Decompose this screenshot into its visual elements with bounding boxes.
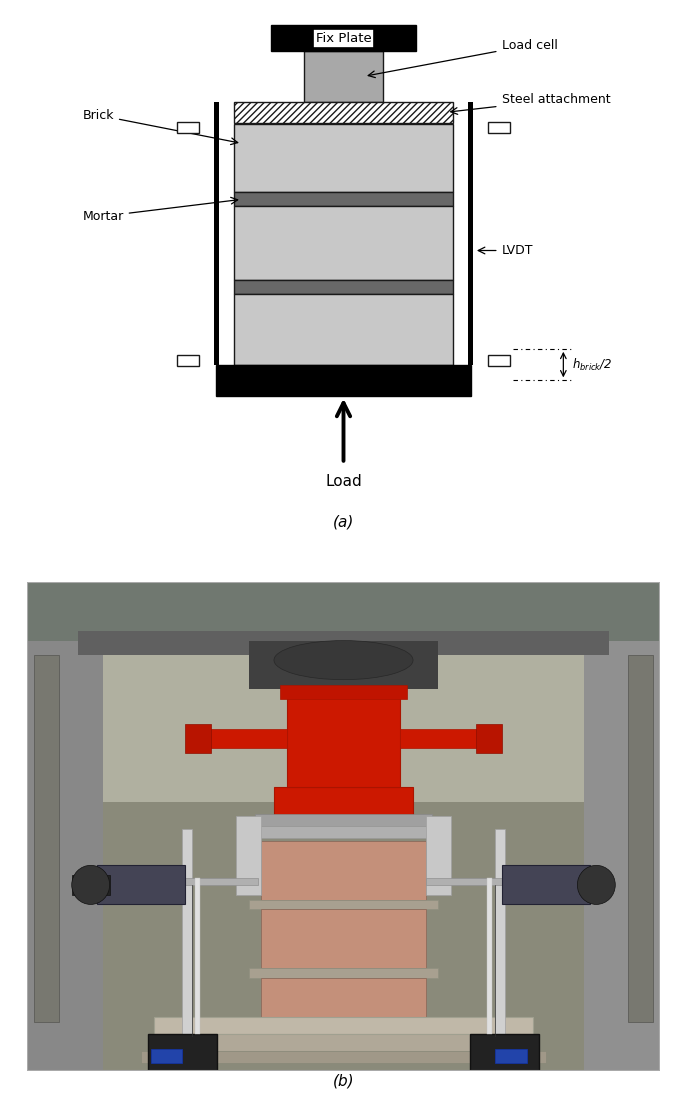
Bar xyxy=(401,729,489,748)
Text: Steel attachment: Steel attachment xyxy=(451,93,610,114)
Bar xyxy=(468,102,473,365)
Bar xyxy=(271,25,416,51)
Bar xyxy=(426,877,502,885)
Bar xyxy=(495,829,505,1034)
Text: $h_{brick}$/2: $h_{brick}$/2 xyxy=(572,357,612,372)
Bar xyxy=(286,690,401,787)
Text: Load: Load xyxy=(325,474,362,489)
Bar xyxy=(177,122,199,133)
Bar xyxy=(249,640,438,690)
Ellipse shape xyxy=(274,640,413,680)
Bar xyxy=(584,582,660,1071)
Bar xyxy=(487,877,492,1034)
Bar xyxy=(470,1034,539,1071)
Text: Fix Plate: Fix Plate xyxy=(315,32,372,45)
Bar xyxy=(234,294,453,365)
Bar xyxy=(216,365,471,395)
Bar xyxy=(261,977,426,1017)
Bar xyxy=(177,355,199,366)
Bar xyxy=(628,656,653,1021)
Bar xyxy=(198,729,286,748)
Bar xyxy=(234,280,453,294)
Bar xyxy=(488,355,510,366)
Text: Brick: Brick xyxy=(82,109,238,145)
Bar xyxy=(249,899,438,909)
Bar xyxy=(249,968,438,977)
Bar xyxy=(34,656,59,1021)
Bar xyxy=(255,814,432,826)
Bar xyxy=(182,877,258,885)
Bar xyxy=(71,875,110,895)
Bar xyxy=(150,1049,182,1063)
Text: (b): (b) xyxy=(333,1074,354,1089)
Bar xyxy=(27,582,660,640)
Bar xyxy=(236,817,261,895)
Bar xyxy=(426,817,451,895)
Bar xyxy=(182,829,192,1034)
Bar xyxy=(274,787,413,817)
Text: LVDT: LVDT xyxy=(478,244,533,257)
Bar xyxy=(261,909,426,968)
Bar xyxy=(195,877,200,1034)
Bar xyxy=(280,684,407,699)
Bar xyxy=(261,841,426,899)
Bar xyxy=(148,1034,217,1071)
Ellipse shape xyxy=(71,865,110,905)
Bar xyxy=(214,102,219,365)
Bar xyxy=(234,102,453,123)
Text: Mortar: Mortar xyxy=(82,198,238,223)
Bar xyxy=(97,865,185,905)
Bar xyxy=(476,724,502,753)
Bar xyxy=(495,1049,527,1063)
Bar xyxy=(255,826,432,839)
Bar xyxy=(78,630,609,656)
Bar xyxy=(234,124,453,192)
Bar xyxy=(234,206,453,280)
Bar xyxy=(234,192,453,206)
Text: (a): (a) xyxy=(333,515,354,529)
Ellipse shape xyxy=(577,865,616,905)
Bar xyxy=(488,122,510,133)
Bar xyxy=(27,582,660,802)
Bar xyxy=(185,724,211,753)
Bar xyxy=(304,51,383,102)
Bar xyxy=(502,865,590,905)
Bar xyxy=(142,1051,545,1063)
Text: Load cell: Load cell xyxy=(368,38,557,78)
Bar xyxy=(166,1034,521,1051)
Bar xyxy=(27,582,103,1071)
Bar xyxy=(154,1017,533,1034)
